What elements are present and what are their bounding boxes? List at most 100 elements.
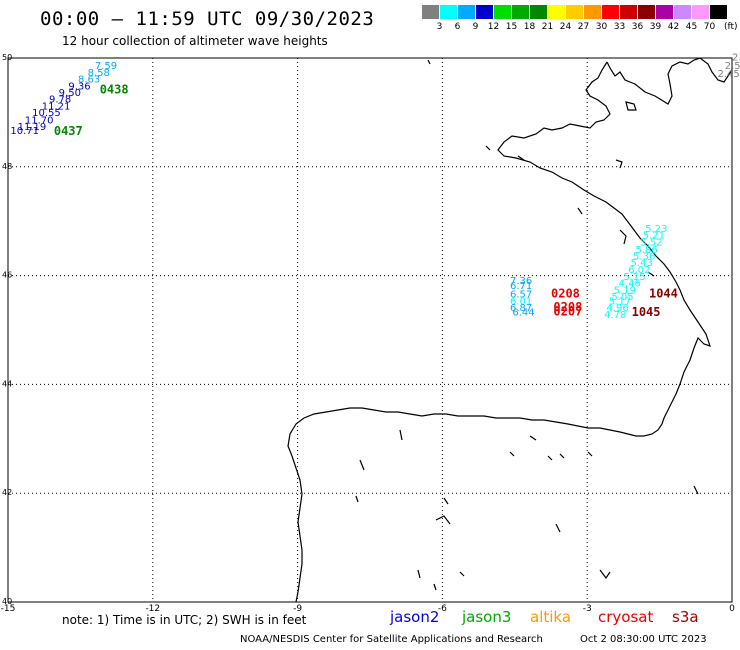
swh-value: 9.36 [68, 82, 90, 93]
coastline [287, 57, 733, 603]
swh-value: 4.46 [619, 278, 641, 289]
scale-swatch [440, 5, 457, 19]
lat-tick-label: 40 [2, 597, 12, 606]
swh-value: 5.52 [640, 238, 662, 249]
lat-tick-label: 44 [2, 379, 12, 388]
swh-value: 10.55 [32, 108, 61, 119]
swh-value: 6.57 [510, 289, 532, 300]
scale-label: 12 [487, 22, 500, 32]
swh-observations: 7.598.588.639.369.509.7811.2110.5511.701… [10, 53, 740, 321]
scale-label: 36 [631, 22, 644, 32]
scale-swatch [422, 5, 439, 19]
scale-unit-label: (ft) [724, 22, 738, 32]
coastline-brittany [287, 61, 711, 603]
lat-tick-label: 48 [2, 162, 12, 171]
swh-value: 11.70 [25, 115, 54, 126]
island [435, 515, 451, 525]
scale-swatch [458, 5, 475, 19]
pass-time-label: 0437 [54, 124, 83, 138]
credit-text: NOAA/NESDIS Center for Satellite Applica… [240, 634, 543, 645]
swh-value: 4.96 [607, 303, 629, 314]
island [399, 429, 403, 441]
mission-label-altika: altika [530, 608, 572, 626]
swh-value: 5.23 [645, 224, 667, 235]
scale-swatch [710, 5, 727, 19]
pass-time-label: 0438 [100, 82, 129, 96]
swh-value: 2.45 [718, 69, 740, 80]
swh-value: 8.63 [78, 74, 100, 85]
swh-value: 5.36 [633, 251, 655, 262]
swh-value: 7.59 [95, 61, 117, 72]
lat-tick-label: 46 [2, 271, 12, 280]
scale-swatch [494, 5, 511, 19]
footer-note: note: 1) Time is in UTC; 2) SWH is in fe… [62, 613, 307, 627]
scale-label: 24 [559, 22, 572, 32]
swh-value: 6.01 [510, 296, 532, 307]
lon-tick-label: -12 [145, 604, 160, 614]
map-subtitle: 12 hour collection of altimeter wave hei… [62, 34, 328, 48]
island [625, 101, 637, 111]
swh-value: 5.05 [611, 292, 633, 303]
island [359, 459, 365, 471]
map-title: 00:00 – 11:59 UTC 09/30/2023 [40, 8, 375, 30]
swh-value: 6.02 [628, 265, 650, 276]
island [459, 571, 465, 577]
scale-label: 15 [505, 22, 518, 32]
island [547, 455, 553, 461]
pass-time-label: 0208 [553, 300, 582, 314]
scale-label: 39 [649, 22, 662, 32]
mission-label-s3a: s3a [672, 608, 699, 626]
pass-time-label: 0207 [553, 304, 582, 318]
scale-label: 18 [523, 22, 536, 32]
scale-swatch [530, 5, 547, 19]
pass-time-label: 1045 [632, 305, 661, 319]
scale-swatch [584, 5, 601, 19]
island [433, 583, 437, 591]
swh-value: 5.19 [614, 286, 636, 297]
island [559, 453, 565, 459]
scale-label: 3 [436, 22, 443, 32]
coastline-france [606, 57, 733, 105]
scale-swatch [476, 5, 493, 19]
island [577, 207, 583, 215]
lon-tick-label: -3 [583, 604, 592, 614]
lon-tick-label: 0 [729, 604, 735, 614]
lon-tick-label: -6 [438, 604, 447, 614]
island [647, 271, 655, 277]
swh-value: 2.30 [732, 53, 740, 64]
pass-time-label: 0208 [551, 286, 580, 300]
island [619, 229, 627, 245]
swh-value: 5.43 [631, 258, 653, 269]
swh-value: 6.71 [510, 281, 532, 292]
swh-value: 8.58 [88, 68, 110, 79]
swh-value: 11.21 [42, 102, 71, 113]
island [443, 497, 449, 505]
scale-swatch [566, 5, 583, 19]
swh-value: 10.71 [10, 126, 39, 137]
swh-value: 5.17 [609, 296, 631, 307]
island [529, 435, 537, 441]
island [355, 495, 359, 503]
island [427, 59, 431, 65]
scale-label: 6 [454, 22, 461, 32]
mission-label-jason3: jason3 [462, 608, 512, 626]
swh-value: 5.21 [643, 231, 665, 242]
mission-label-cryosat: cryosat [598, 608, 654, 626]
swh-value: 6.87 [510, 303, 532, 314]
island [485, 145, 491, 151]
scale-swatch [674, 5, 691, 19]
mission-label-jason2: jason2 [390, 608, 440, 626]
credit-date: Oct 2 08:30:00 UTC 2023 [580, 634, 707, 645]
island [587, 451, 593, 457]
scale-label: 30 [595, 22, 608, 32]
swh-value: 5.15 [623, 272, 645, 283]
swh-value: 9.50 [59, 88, 81, 99]
scale-label: 21 [541, 22, 554, 32]
scale-label: 9 [472, 22, 479, 32]
lon-tick-label: -15 [1, 604, 16, 614]
map-frame [7, 57, 733, 603]
island [599, 569, 611, 580]
scale-label: 70 [703, 22, 716, 32]
